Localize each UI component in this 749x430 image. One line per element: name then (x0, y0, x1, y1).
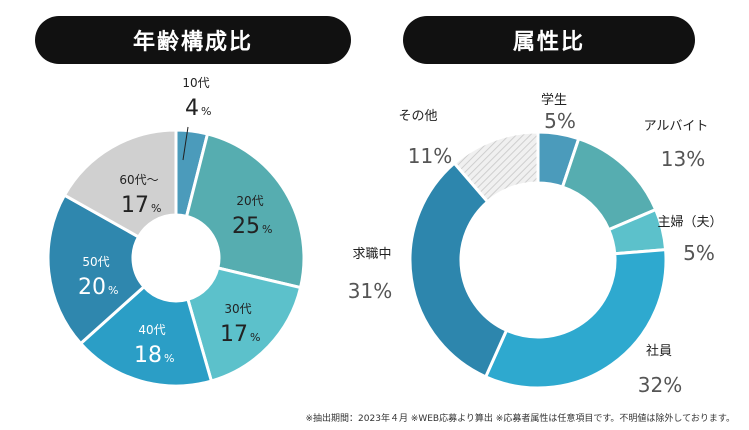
attribute-slice-value: 32% (638, 373, 682, 397)
age-percent-sign: % (164, 352, 174, 365)
age-slice-value: 20 (78, 275, 106, 300)
age-slice-label: 60代～ (119, 173, 158, 187)
age-slice-5 (46, 193, 147, 346)
age-chart-title: 年齢構成比 (35, 16, 351, 64)
age-slice-3 (186, 266, 303, 383)
attribute-slice-label: 社員 (646, 343, 672, 359)
age-percent-sign: % (262, 223, 272, 236)
age-slice-value: 17 (121, 193, 149, 218)
attribute-slice-value: 11% (408, 144, 452, 168)
age-slice-label: 20代 (236, 194, 263, 208)
age-slice-value: 17 (220, 322, 248, 347)
attribute-slice-6 (452, 130, 540, 204)
attribute-slice-value: 5% (683, 241, 715, 265)
age-percent-sign: % (108, 284, 118, 297)
age-slice-4 (78, 284, 214, 388)
age-slice-label: 10代 (182, 76, 209, 90)
attribute-slice-value: 31% (348, 279, 392, 303)
age-slice-label: 40代 (138, 323, 165, 337)
age-slice-value: 25 (232, 214, 260, 239)
attribute-slice-5 (408, 161, 509, 379)
attribute-slice-label: 学生 (541, 92, 567, 108)
age-slice-label: 30代 (224, 302, 251, 316)
attribute-slice-label: アルバイト (644, 119, 709, 134)
age-slice-6 (62, 128, 178, 239)
attribute-slice-label: 主婦（夫） (657, 214, 722, 230)
age-slice-2 (184, 132, 306, 290)
age-percent-sign: % (250, 331, 260, 344)
attribute-slice-label: その他 (398, 109, 437, 124)
age-donut-chart: 10代 4 % 20代 25 % 30代 17 % 40代 18 % 50代 20 % 60代～ 17% (46, 76, 306, 388)
attribute-slice-value: 5% (544, 109, 576, 133)
age-percent-sign: % (151, 202, 161, 215)
attribute-slice-label: 求職中 (352, 247, 391, 262)
age-slice-value: 4 (185, 96, 199, 121)
age-leader-line (182, 126, 189, 161)
age-slice-label: 50代 (82, 255, 109, 269)
attribute-chart-title: 属性比 (403, 16, 695, 64)
age-percent-sign: % (201, 105, 211, 118)
footnote: ※抽出期間：2023年４月 ※WEB応募より算出 ※応募者属性は任意項目です。不… (305, 414, 736, 424)
attribute-slice-4 (483, 248, 668, 390)
attribute-slice-value: 13% (661, 147, 705, 171)
age-slice-value: 18 (134, 343, 162, 368)
